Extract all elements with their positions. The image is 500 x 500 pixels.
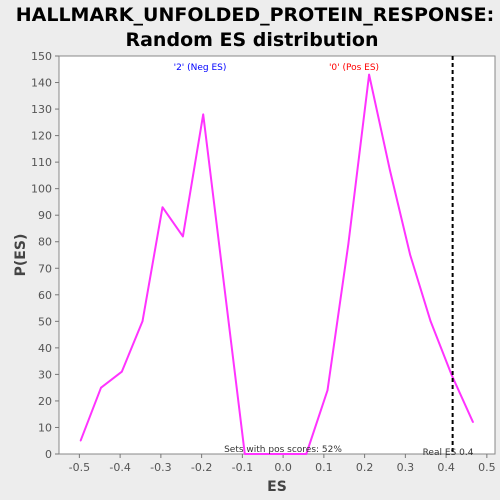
y-tick-label: 0: [45, 448, 52, 461]
x-tick-label: 0.3: [397, 461, 415, 474]
data-point: [368, 73, 370, 76]
data-point: [305, 453, 308, 455]
x-tick-label: 0.4: [437, 461, 455, 474]
neg-es-label: '2' (Neg ES): [174, 63, 227, 73]
y-tick-label: 40: [38, 342, 52, 355]
data-point: [472, 421, 474, 423]
data-point: [141, 320, 144, 323]
x-tick-label: -0.5: [69, 461, 90, 474]
plot-area: [58, 55, 496, 455]
x-tick-label: -0.4: [109, 461, 130, 474]
y-tick-label: 80: [38, 236, 52, 249]
data-point: [120, 370, 123, 373]
x-tick-label: 0.0: [274, 461, 292, 474]
data-point: [161, 206, 164, 209]
x-tick-label: -0.2: [191, 461, 212, 474]
x-axis-label: ES: [267, 479, 287, 495]
data-point: [326, 389, 329, 392]
data-point: [100, 386, 102, 389]
real-es-annotation: Real ES 0.4: [423, 448, 474, 458]
y-tick-label: 20: [38, 395, 52, 408]
data-point: [284, 453, 287, 455]
series-layer: [79, 56, 474, 455]
y-axis: 0 10 20 30 40 50 60 70 80 90 100 110 120 130 140 150: [31, 50, 59, 461]
data-point: [409, 254, 412, 256]
data-point: [202, 113, 205, 116]
x-tick-label: -0.3: [150, 461, 171, 474]
x-tick-label: 0.1: [315, 461, 333, 474]
y-tick-label: 90: [38, 209, 52, 222]
y-tick-label: 110: [31, 156, 52, 169]
y-tick-label: 130: [31, 103, 52, 116]
y-tick-label: 100: [31, 183, 52, 196]
data-point: [389, 169, 391, 171]
data-point: [429, 320, 432, 323]
x-axis: -0.5 -0.4 -0.3 -0.2 -0.1 0.0 0.1 0.2 0.3 0.4 0.5: [69, 454, 496, 474]
y-tick-label: 10: [38, 421, 52, 434]
y-tick-label: 70: [38, 262, 52, 275]
y-axis-label: P(ES): [13, 234, 29, 277]
y-tick-label: 150: [31, 50, 52, 63]
y-tick-label: 60: [38, 289, 52, 302]
y-tick-label: 50: [38, 315, 52, 328]
x-tick-label: 0.5: [478, 461, 496, 474]
y-tick-label: 140: [31, 77, 52, 90]
y-tick-label: 120: [31, 130, 52, 143]
data-point: [182, 235, 184, 238]
x-tick-label: -0.1: [232, 461, 253, 474]
data-point: [347, 243, 350, 246]
data-point: [244, 453, 246, 455]
chart-title-line1: HALLMARK_UNFOLDED_PROTEIN_RESPONSE:: [16, 4, 495, 26]
x-tick-label: 0.2: [356, 461, 374, 474]
y-tick-label: 30: [38, 368, 52, 381]
chart-title-line2: Random ES distribution: [125, 29, 378, 51]
data-point: [264, 453, 266, 455]
data-point: [79, 439, 82, 442]
pos-es-label: '0' (Pos ES): [329, 63, 379, 73]
pos-scores-annotation: Sets with pos scores: 52%: [224, 445, 342, 455]
